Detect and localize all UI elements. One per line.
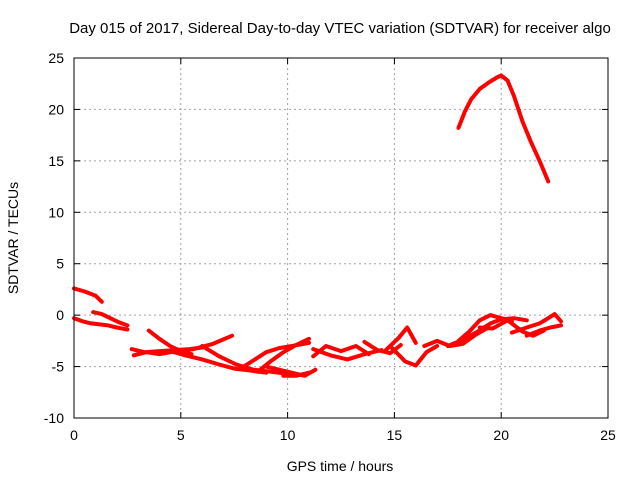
series-early-low <box>72 316 130 332</box>
y-tick-label: 10 <box>48 204 64 220</box>
y-tick-label: -10 <box>44 410 64 426</box>
series-mid-6 <box>238 340 311 371</box>
axis-ticks: 0 5 10 15 20 25 -10 -5 0 5 10 15 20 25 <box>44 50 616 443</box>
x-axis-label: GPS time / hours <box>287 458 394 474</box>
series-mid-14 <box>388 344 440 368</box>
x-tick-label: 15 <box>387 427 403 443</box>
x-tick-label: 10 <box>280 427 296 443</box>
series-mid-10 <box>311 344 371 359</box>
y-tick-label: 5 <box>56 256 64 272</box>
series-late-4 <box>477 318 546 338</box>
series-late-3 <box>456 313 514 343</box>
y-tick-label: 0 <box>56 307 64 323</box>
y-tick-label: 20 <box>48 101 64 117</box>
series-mid-11 <box>311 347 384 362</box>
grid <box>74 58 608 418</box>
series-late-5 <box>509 312 563 335</box>
y-axis-label: SDTVAR / TECUs <box>5 182 21 294</box>
series-arc-high <box>456 73 551 184</box>
series-mid-9 <box>281 370 311 378</box>
series-early-desc <box>72 286 104 304</box>
data-series <box>72 73 563 378</box>
series-early-hump <box>91 310 130 328</box>
x-tick-label: 25 <box>600 427 616 443</box>
y-tick-label: -5 <box>52 359 65 375</box>
x-tick-label: 20 <box>493 427 509 443</box>
y-tick-label: 25 <box>48 50 64 66</box>
series-late-6 <box>524 323 563 338</box>
series-mid-13 <box>383 325 418 353</box>
y-tick-label: 15 <box>48 153 64 169</box>
x-tick-label: 5 <box>177 427 185 443</box>
series-mid-3 <box>146 328 194 357</box>
plot-frame <box>73 57 609 419</box>
x-tick-label: 0 <box>70 427 78 443</box>
chart-title: Day 015 of 2017, Sidereal Day-to-day VTE… <box>69 20 611 37</box>
